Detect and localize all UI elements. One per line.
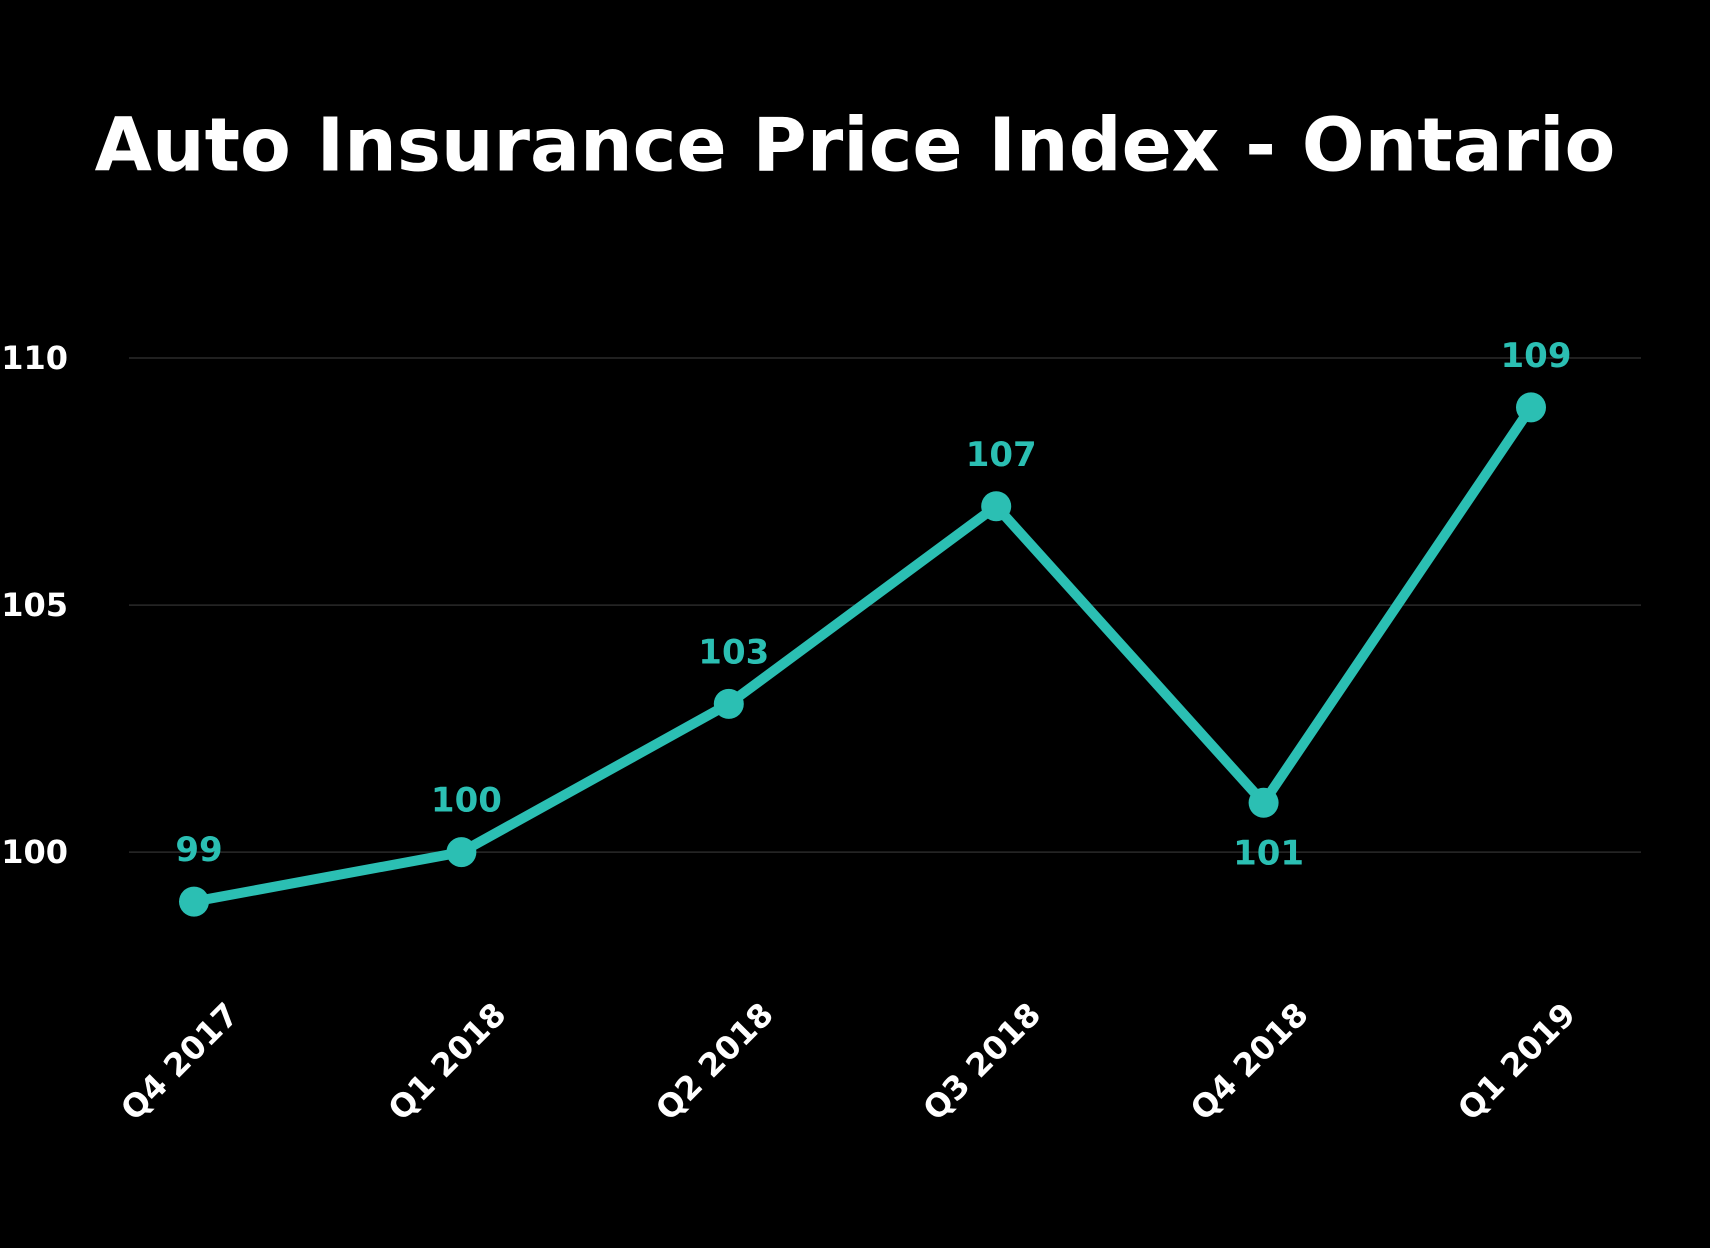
point [981,491,1012,522]
data-label: 99 [175,830,222,870]
data-label: 101 [1233,833,1304,873]
point [446,837,477,868]
y-tick-label: 105 [1,586,68,624]
data-label: 100 [431,781,502,821]
point [713,688,744,719]
data-label: 109 [1501,336,1572,376]
data-label: 103 [698,632,769,672]
data-label: 107 [966,435,1037,475]
point [1516,392,1546,423]
y-tick-label: 110 [1,339,68,377]
point [179,886,209,917]
line [193,404,1536,907]
y-tick-label: 100 [1,833,68,871]
point [1248,787,1279,818]
chart-title: Auto Insurance Price Index - Ontario [95,103,1616,189]
